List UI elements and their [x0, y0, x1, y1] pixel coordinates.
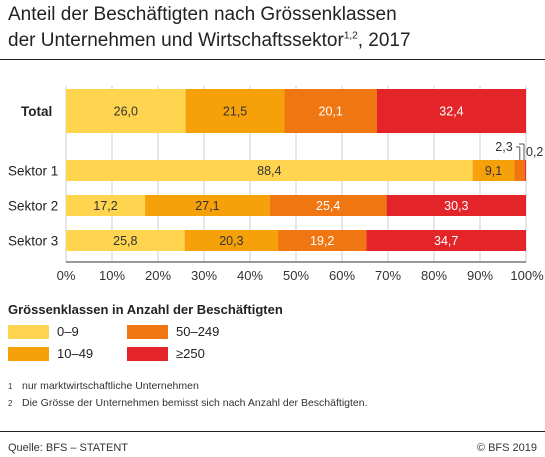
x-tick-label-1: 10%	[99, 268, 125, 283]
bar-sektor-2-250	[386, 195, 526, 216]
legend-swatch-10-49	[8, 347, 49, 361]
bar-sektor-1-10-49	[472, 160, 515, 181]
title-line-1: Anteil der Beschäftigten nach Grössenkla…	[8, 4, 397, 25]
title-line-2-text: der Unternehmen und Wirtschaftssektor	[8, 30, 344, 51]
legend-label-10-49: 10–49	[57, 346, 94, 361]
legend-item-50-249: 50–249	[127, 325, 219, 339]
x-tick-label-6: 60%	[329, 268, 355, 283]
title-line-2: der Unternehmen und Wirtschaftssektor1,2…	[8, 28, 538, 54]
x-tick-label-9: 90%	[467, 268, 493, 283]
data-label-sektor-1-50-249: 2,3	[495, 140, 512, 154]
x-tick-label-7: 70%	[375, 268, 401, 283]
bar-sektor-3-0-9	[66, 230, 185, 251]
stacked-bar-chart: 26,0 21,5 20,1 32,4 88,4 9,1 2,3 0,2 17,2 27,1 25,…	[8, 86, 544, 283]
data-label-sektor-2-10-49: 27,1	[195, 199, 219, 213]
data-label-sektor-3-250: 34,7	[434, 234, 458, 248]
legend-label-250-plus: ≥250	[176, 346, 205, 361]
data-label-sektor-1-0-9: 88,4	[257, 164, 281, 178]
bar-total-250	[376, 89, 526, 133]
data-label-sektor-3-0-9: 25,8	[113, 234, 137, 248]
footer-rule	[0, 431, 545, 432]
legend-swatch-250-plus	[127, 347, 168, 361]
category-label-sektor-1: Sektor 1	[8, 164, 58, 179]
legend-title: Grössenklassen in Anzahl der Beschäftigt…	[8, 302, 283, 317]
data-label-sektor-2-0-9: 17,2	[93, 199, 117, 213]
data-label-total-0-9: 26,0	[114, 105, 138, 119]
legend-label-50-249: 50–249	[176, 324, 220, 339]
chart-title: Anteil der Beschäftigten nach Grössenkla…	[8, 2, 538, 54]
data-label-total-250: 32,4	[439, 105, 463, 119]
title-year: , 2017	[357, 30, 411, 51]
legend-swatch-0-9	[8, 325, 49, 339]
bar-sektor-2-0-9	[66, 195, 146, 216]
footnote-1: 1 nur marktwirtschaftliche Unternehmen	[8, 380, 199, 393]
copyright-note: © BFS 2019	[476, 442, 537, 454]
footnote-2: 2 Die Grösse der Unternehmen bemisst sich…	[8, 397, 368, 410]
category-label-total: Total	[21, 104, 52, 119]
source-note: Quelle: BFS – STATENT	[8, 442, 129, 454]
x-tick-label-0: 0%	[57, 268, 76, 283]
bar-sektor-1-0-9	[66, 160, 473, 181]
bar-total-50-249	[284, 89, 377, 133]
bar-sektor-2-10-49	[145, 195, 270, 216]
x-tick-label-8: 80%	[421, 268, 447, 283]
bar-total-0-9	[66, 89, 186, 133]
footnote-1-number: 1	[8, 382, 13, 391]
data-label-sektor-1-250: 0,2	[526, 145, 543, 159]
bar-sektor-1-250	[525, 160, 526, 181]
bar-sektor-1-50-249	[514, 160, 526, 181]
legend-label-0-9: 0–9	[57, 324, 79, 339]
footnote-2-text: Die Grösse der Unternehmen bemisst sich …	[22, 397, 368, 409]
x-tick-label-3: 30%	[191, 268, 217, 283]
bar-sektor-2-50-249	[269, 195, 387, 216]
data-label-total-10-49: 21,5	[223, 105, 247, 119]
legend-item-10-49: 10–49	[8, 347, 93, 361]
footnote-1-text: nur marktwirtschaftliche Unternehmen	[22, 380, 199, 392]
data-label-sektor-2-50-249: 25,4	[316, 199, 340, 213]
footnote-2-number: 2	[8, 399, 13, 408]
data-label-sektor-3-10-49: 20,3	[219, 234, 243, 248]
title-rule	[0, 59, 545, 60]
data-label-sektor-1-10-49: 9,1	[485, 164, 502, 178]
data-label-sektor-2-250: 30,3	[444, 199, 468, 213]
title-footnote-marks: 1,2	[343, 30, 358, 42]
x-tick-label-10: 100%	[510, 268, 544, 283]
data-label-sektor-3-50-249: 19,2	[310, 234, 334, 248]
bar-sektor-3-10-49	[184, 230, 279, 251]
bar-sektor-3-50-249	[278, 230, 367, 251]
bar-total-10-49	[185, 89, 285, 133]
category-label-sektor-3: Sektor 3	[8, 234, 58, 249]
legend-item-0-9: 0–9	[8, 325, 79, 339]
data-label-total-50-249: 20,1	[319, 105, 343, 119]
category-label-sektor-2: Sektor 2	[8, 199, 58, 214]
x-tick-label-2: 20%	[145, 268, 171, 283]
x-tick-label-5: 50%	[283, 268, 309, 283]
x-tick-label-4: 40%	[237, 268, 263, 283]
legend-swatch-50-249	[127, 325, 168, 339]
legend-item-250-plus: ≥250	[127, 347, 205, 361]
bar-sektor-3-250	[366, 230, 526, 251]
